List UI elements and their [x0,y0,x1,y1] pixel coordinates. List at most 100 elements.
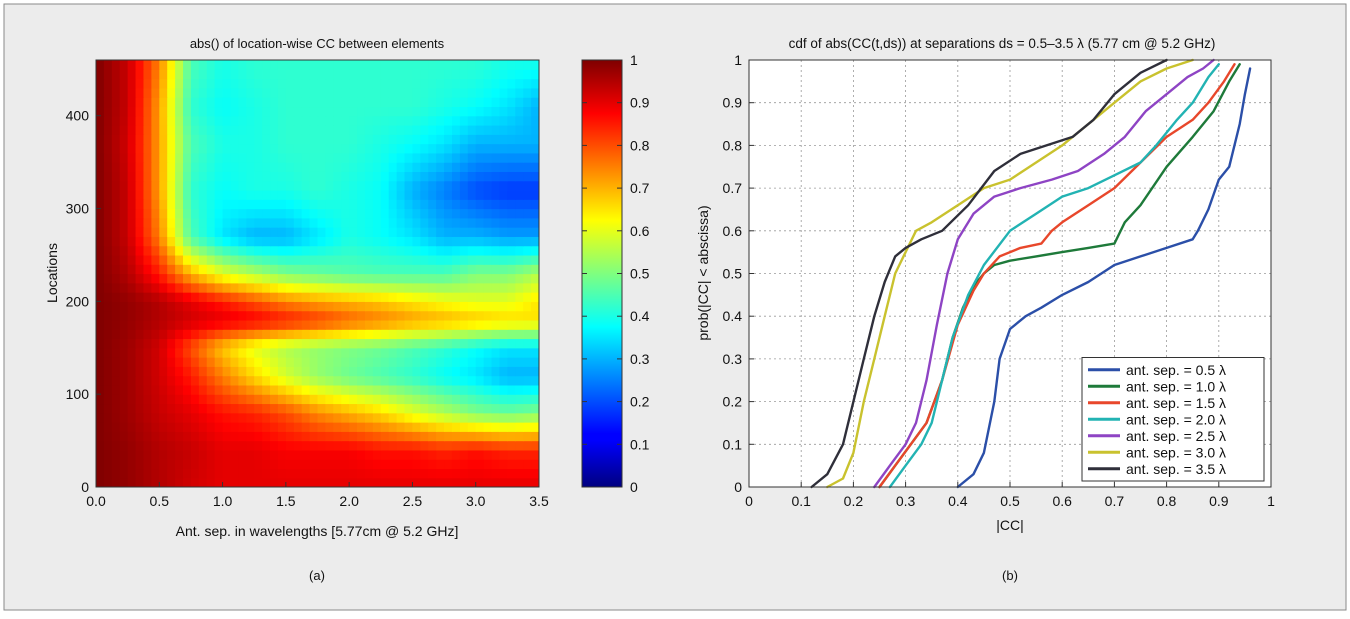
heatmap-cell [357,310,366,321]
colorbar-tick-label: 0.4 [630,308,650,324]
heatmap-cell [444,273,453,284]
heatmap-cell [183,366,192,377]
heatmap-cell [451,264,461,275]
heatmap-cell [483,431,493,442]
heatmap-cell [151,162,160,172]
heatmap-cell [325,245,334,256]
heatmap-cell [475,440,485,451]
heatmap-cell [396,60,406,70]
heatmap-cell [531,227,539,237]
heatmap-cell [349,357,358,367]
heatmap-cell [293,273,303,284]
heatmap-cell [341,310,350,321]
heatmap-cell [222,124,232,135]
heatmap-cell [459,468,469,479]
heatmap-cell [159,189,168,200]
heatmap-cell [491,162,501,172]
heatmap-cell [285,143,295,154]
heatmap-cell [103,375,113,386]
heatmap-cell [230,143,239,154]
heatmap-y-tick-label: 100 [66,386,90,402]
heatmap-cell [467,180,477,191]
heatmap-cell [459,217,469,228]
heatmap-cell [127,459,137,470]
heatmap-cell [96,273,105,284]
heatmap-cell [428,115,437,126]
heatmap-cell [451,227,461,237]
heatmap-cell [333,199,342,210]
heatmap-cell [190,282,200,293]
heatmap-cell [301,180,311,191]
heatmap-cell [285,412,295,423]
heatmap-cell [135,199,145,210]
heatmap-cell [444,208,453,219]
cdf-y-tick-label: 0.7 [723,180,743,196]
heatmap-cell [467,236,477,247]
heatmap-cell [380,143,390,154]
heatmap-cell [135,282,145,293]
heatmap-cell [309,87,319,98]
heatmap-cell [444,366,453,377]
heatmap-cell [127,403,137,414]
heatmap-cell [364,106,374,117]
heatmap-cell [238,440,247,451]
heatmap-cell [531,301,539,312]
cdf-y-tick-label: 0 [734,479,742,495]
heatmap-cell [183,69,192,80]
heatmap-cell [523,375,532,386]
heatmap-cell [499,199,508,210]
heatmap-cell [444,440,453,451]
heatmap-cell [135,477,145,487]
heatmap-cell [277,227,287,237]
heatmap-cell [293,171,303,182]
heatmap-cell [183,412,192,423]
heatmap-cell [444,338,453,349]
heatmap-cell [475,162,485,172]
heatmap-cell [475,338,485,349]
heatmap-cell [96,87,105,98]
heatmap-cell [183,403,192,414]
heatmap-cell [111,217,121,228]
heatmap-cell [214,227,224,237]
heatmap-cell [198,97,208,108]
heatmap-cell [372,124,382,135]
heatmap-cell [404,254,414,265]
heatmap-cell [159,338,168,349]
heatmap-cell [380,375,390,386]
heatmap-cell [531,106,539,117]
heatmap-cell [404,124,414,135]
heatmap-cell [515,106,524,117]
heatmap-cell [135,440,145,451]
heatmap-cell [143,310,152,321]
heatmap-cell [151,245,160,256]
heatmap-cell [436,69,445,80]
heatmap-cell [262,329,271,340]
heatmap-cell [151,403,160,414]
heatmap-cell [515,440,524,451]
heatmap-cell [293,208,303,219]
heatmap-cell [428,236,437,247]
heatmap-cell [372,292,382,302]
heatmap-cell [531,69,539,80]
heatmap-cell [467,264,477,275]
heatmap-cell [206,440,216,451]
heatmap-cell [246,236,255,247]
heatmap-cell [103,152,113,163]
heatmap-cell [254,208,263,219]
heatmap-cell [175,87,184,98]
cdf-y-tick-label: 1 [734,52,742,68]
heatmap-cell [507,431,516,442]
heatmap-cell [515,245,524,256]
heatmap-cell [317,282,327,293]
heatmap-cell [491,87,501,98]
heatmap-cell [127,199,137,210]
heatmap-cell [523,180,532,191]
heatmap-cell [436,440,445,451]
heatmap-cell [254,440,263,451]
heatmap-cell [459,394,469,405]
heatmap-cell [388,459,398,470]
heatmap-cell [388,375,398,386]
heatmap-cell [459,301,469,312]
heatmap-cell [467,134,477,145]
heatmap-cell [214,236,224,247]
